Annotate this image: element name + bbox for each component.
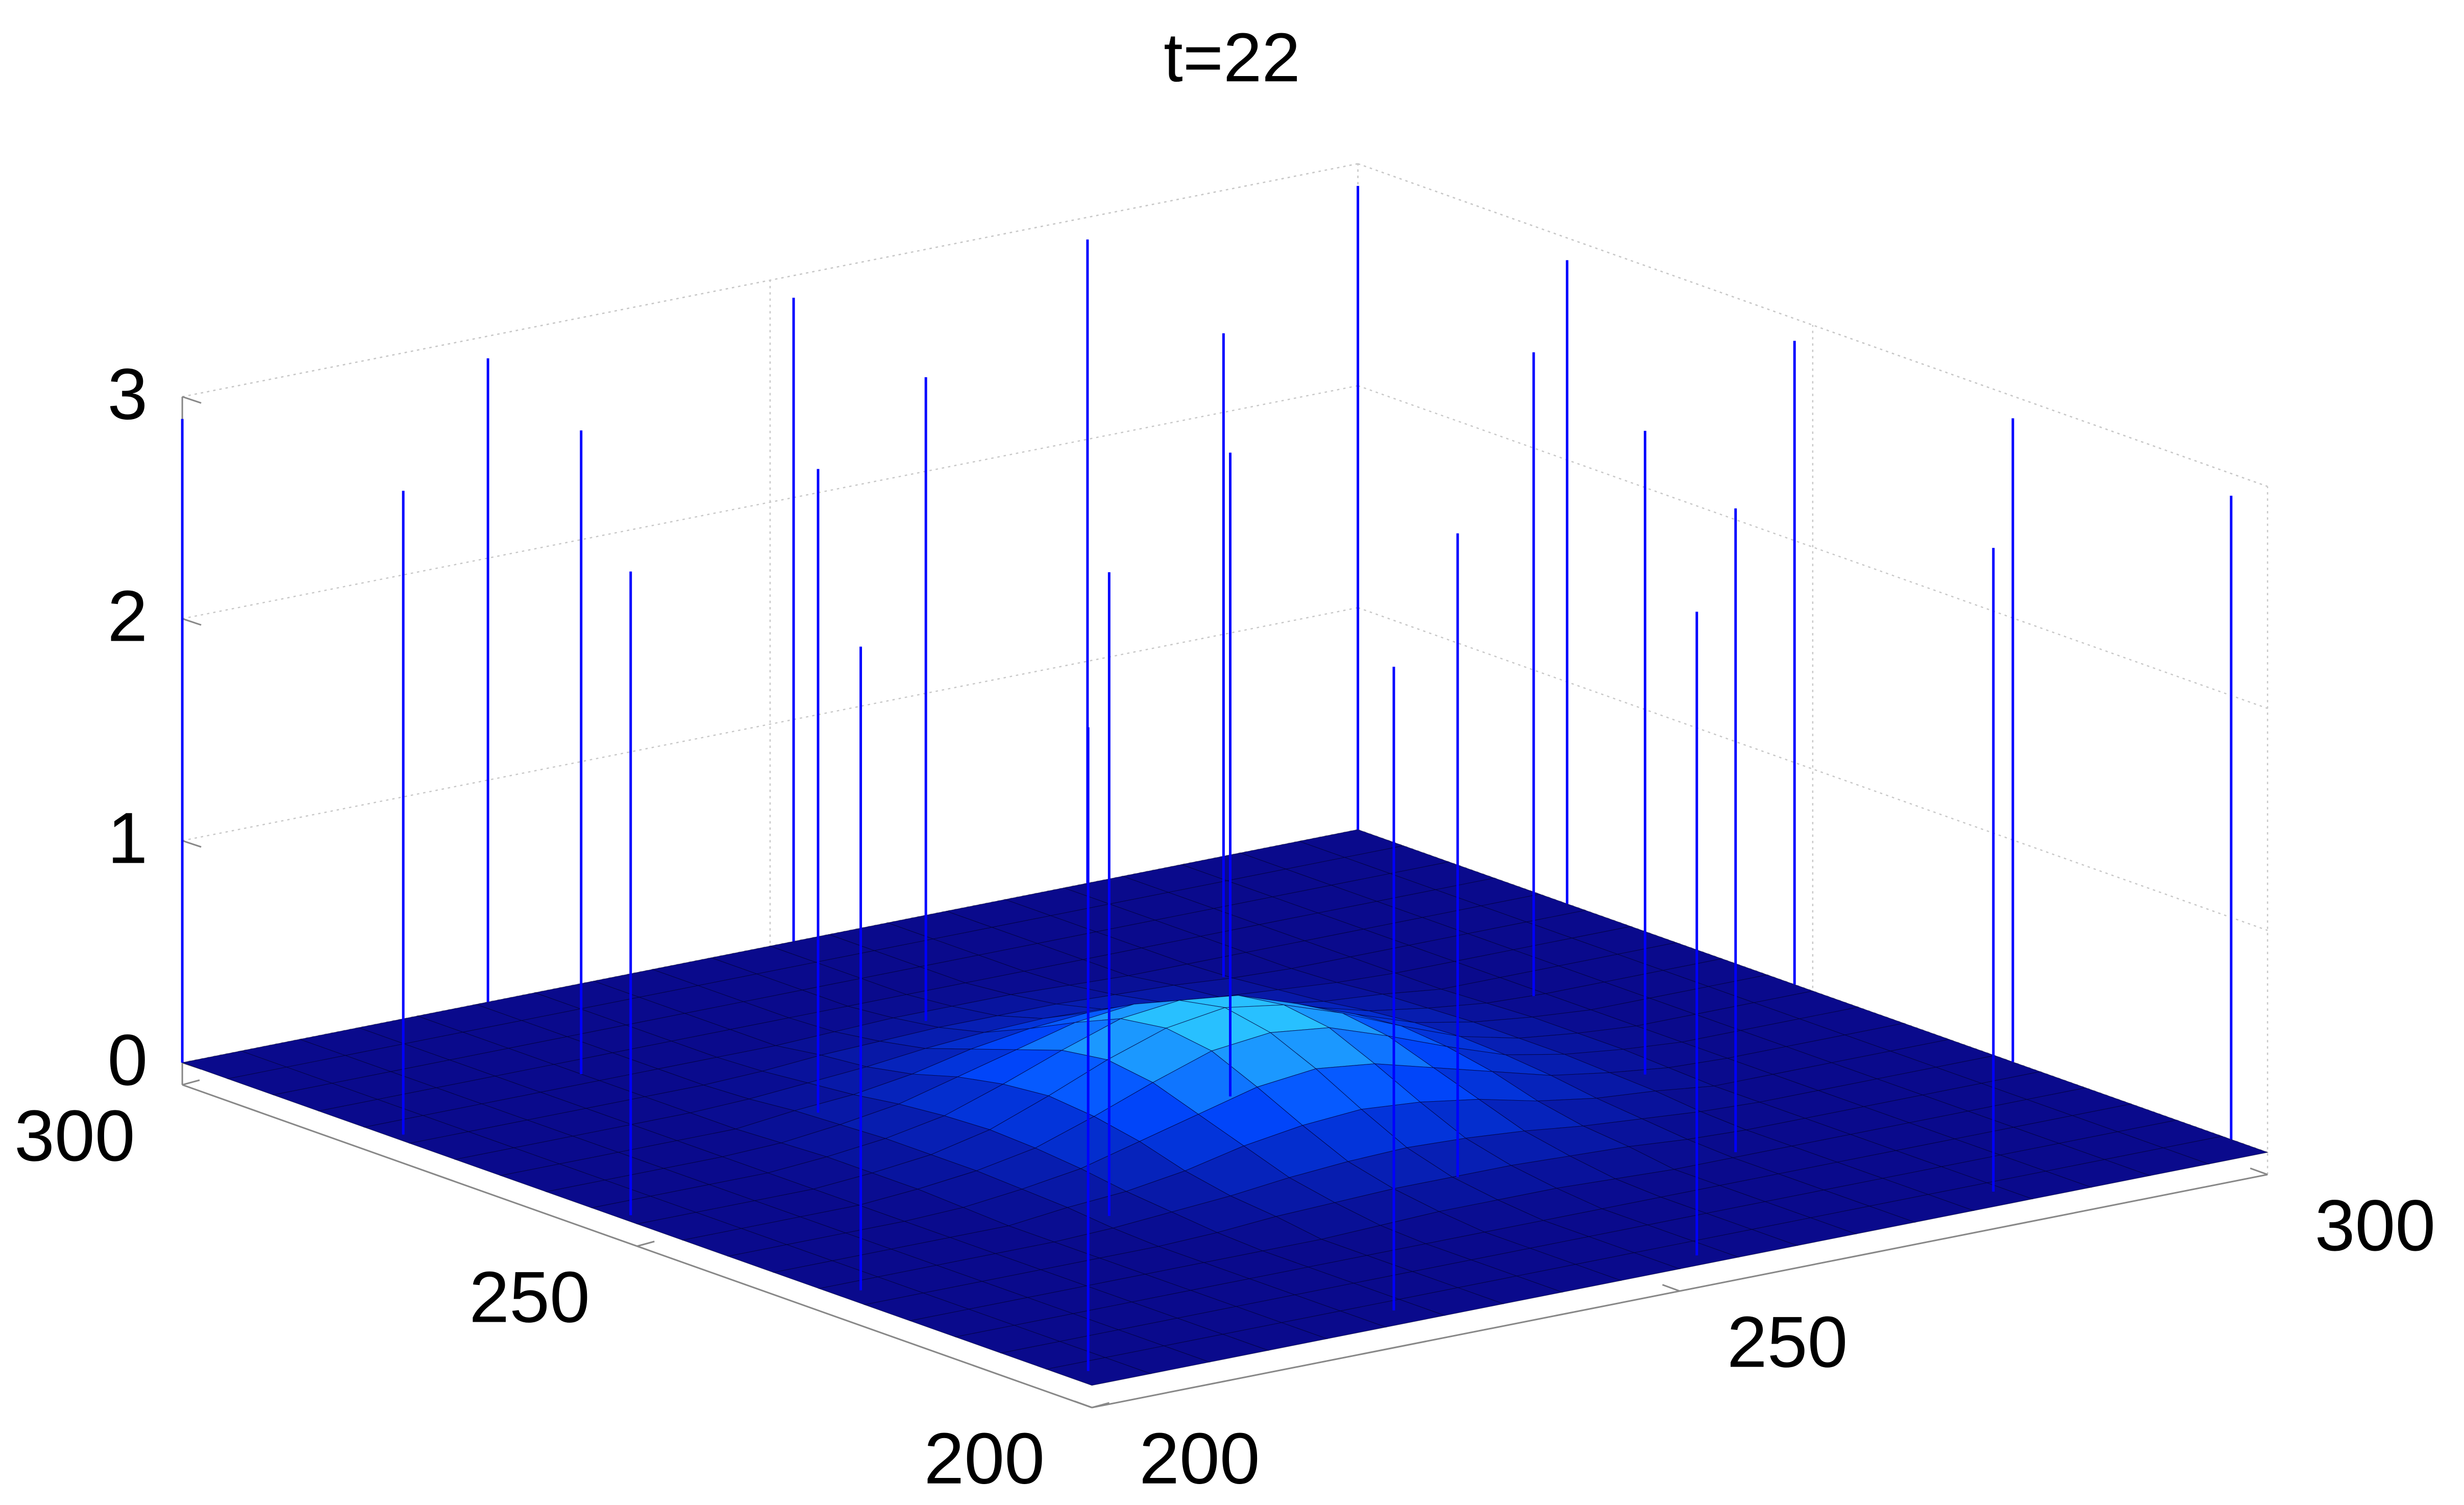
z-tick-label: 2 <box>107 576 147 657</box>
x-tick-label: 250 <box>1727 1302 1848 1382</box>
grid-line <box>182 607 1358 841</box>
y-tick <box>1092 1402 1110 1409</box>
x-tick <box>1662 1284 1680 1292</box>
x-tick <box>2250 1167 2268 1176</box>
y-tick <box>636 1241 655 1247</box>
y-tick-label: 300 <box>14 1096 135 1176</box>
z-tick <box>182 618 202 626</box>
y-tick-label: 250 <box>469 1257 590 1338</box>
surface-patch <box>1045 1357 1152 1386</box>
y-tick <box>182 1079 200 1086</box>
z-tick-label: 3 <box>107 354 147 435</box>
grid-line <box>182 163 1358 398</box>
z-tick <box>182 840 202 848</box>
z-tick-label: 0 <box>107 1020 147 1101</box>
x-tick <box>1074 1400 1093 1409</box>
y-tick-label: 200 <box>924 1419 1045 1499</box>
chart-title: t=22 <box>1164 18 1300 96</box>
x-tick-label: 300 <box>2315 1185 2436 1266</box>
z-tick <box>182 396 202 404</box>
x-tick-label: 200 <box>1139 1419 1260 1499</box>
z-tick-label: 1 <box>107 798 147 879</box>
